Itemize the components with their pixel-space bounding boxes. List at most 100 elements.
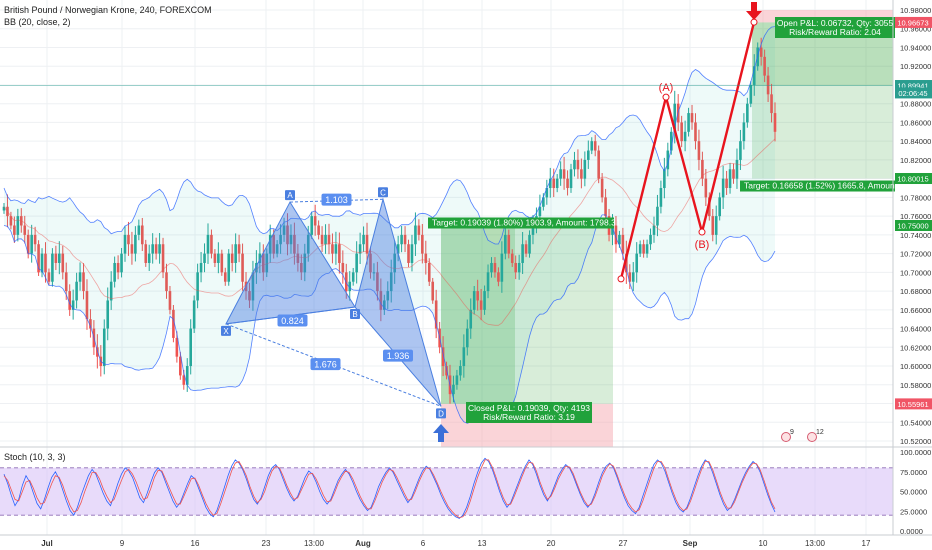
candle-body <box>749 84 753 104</box>
candle-body <box>410 244 414 263</box>
harmonic-ratio-badge <box>383 349 413 362</box>
candle-body <box>303 253 307 273</box>
candle-body <box>403 234 407 245</box>
candle-body <box>296 253 300 263</box>
candle-body <box>255 262 258 273</box>
candle-body <box>9 216 13 226</box>
indicator-legend: BB (20, close, 2) <box>4 17 71 27</box>
candle-body <box>300 262 303 273</box>
chart-title: British Pound / Norwegian Krone, 240, FO… <box>4 5 212 15</box>
candle-body <box>483 291 486 310</box>
candle-body <box>237 244 241 254</box>
candle-body <box>400 234 403 245</box>
candle-body <box>161 244 165 273</box>
stoch-axis-tick: 100.0000 <box>900 448 931 457</box>
time-axis-tick: 16 <box>191 539 200 548</box>
candle-body <box>524 244 528 254</box>
candle-body <box>739 141 742 160</box>
candle-body <box>621 234 625 254</box>
candle-body <box>71 300 75 310</box>
time-axis-tick: 20 <box>547 539 556 548</box>
price-axis-tick: 10.78000 <box>900 193 931 202</box>
candle-body <box>656 206 659 226</box>
candle-body <box>611 225 614 235</box>
harmonic-point-badge <box>221 325 231 336</box>
price-label-box <box>895 220 932 231</box>
candle-body <box>2 206 6 211</box>
long-entry-arrow-icon <box>433 424 449 442</box>
candle-body <box>234 244 237 263</box>
stoch-d-line <box>3 459 776 519</box>
candle-body <box>376 272 379 292</box>
candle-body <box>251 272 255 301</box>
candle-body <box>659 188 663 207</box>
candle-body <box>555 178 559 189</box>
candle-body <box>120 253 123 273</box>
candle-body <box>690 113 694 123</box>
candle-body <box>465 328 469 348</box>
candle-body <box>386 291 390 301</box>
short-result-label-text: Open P&L: 0.06732, Qty: 3055 <box>777 18 894 28</box>
candle-body <box>89 319 92 329</box>
price-axis-tick: 10.88000 <box>900 100 931 109</box>
short-profit-zone <box>752 22 893 179</box>
candle-body <box>673 103 677 132</box>
event-marker-count: 9 <box>790 429 794 436</box>
candle-body <box>590 141 594 151</box>
event-marker-icon <box>807 432 817 442</box>
candle-body <box>344 272 348 292</box>
candle-body <box>604 197 607 217</box>
candle-body <box>338 244 341 263</box>
stoch-k-line <box>3 457 776 519</box>
bb-fill <box>4 26 775 424</box>
candle-body <box>728 169 732 189</box>
harmonic-point-label: A <box>287 191 293 200</box>
candle-body <box>683 131 687 142</box>
candle-body <box>725 178 728 189</box>
candle-body <box>417 225 421 235</box>
candle-body <box>389 272 393 292</box>
harmonic-ratio-label: 1.936 <box>387 351 410 361</box>
harmonic-point-label: C <box>380 188 386 197</box>
candle-body <box>13 225 16 235</box>
time-axis-tick: Sep <box>683 539 698 548</box>
candle-body <box>331 244 334 254</box>
candle-body <box>393 253 396 273</box>
candle-body <box>58 253 61 263</box>
price-axis-tick: 10.82000 <box>900 156 931 165</box>
candle-body <box>206 234 210 254</box>
harmonic-ratio-label: 1.103 <box>325 195 348 205</box>
price-axis-tick: 10.70000 <box>900 268 931 277</box>
price-label: 10.89941 <box>897 82 928 91</box>
candle-body <box>566 178 569 189</box>
candle-body <box>763 56 766 76</box>
candle-body <box>272 234 275 254</box>
candle-body <box>510 253 514 263</box>
candle-body <box>652 225 656 235</box>
candles <box>2 37 777 404</box>
short-entry-arrow-icon <box>746 2 762 20</box>
candle-body <box>134 234 137 254</box>
candle-body <box>493 262 497 273</box>
time-axis-tick: 13 <box>478 539 487 548</box>
candle-body <box>203 253 206 263</box>
candle-body <box>542 197 545 207</box>
candle-body <box>230 253 234 263</box>
harmonic-ratio-label: 1.676 <box>314 360 337 370</box>
long-result-label-text: Closed P&L: 0.19039, Qty: 4193 <box>468 403 590 413</box>
candle-body <box>441 347 445 367</box>
time-axis-tick: 23 <box>262 539 271 548</box>
candle-body <box>597 150 600 179</box>
candle-body <box>130 244 134 254</box>
stoch-axis-tick: 0.0000 <box>900 527 923 536</box>
candle-body <box>320 234 324 245</box>
harmonic-ratio-badge <box>277 314 308 327</box>
abcd-path <box>619 21 756 280</box>
candle-body <box>78 272 82 282</box>
candle-body <box>16 216 20 235</box>
price-label: 02:06:45 <box>898 89 927 98</box>
candle-body <box>279 234 282 245</box>
candle-body <box>44 253 47 273</box>
candle-body <box>33 234 37 245</box>
candle-body <box>358 244 362 254</box>
